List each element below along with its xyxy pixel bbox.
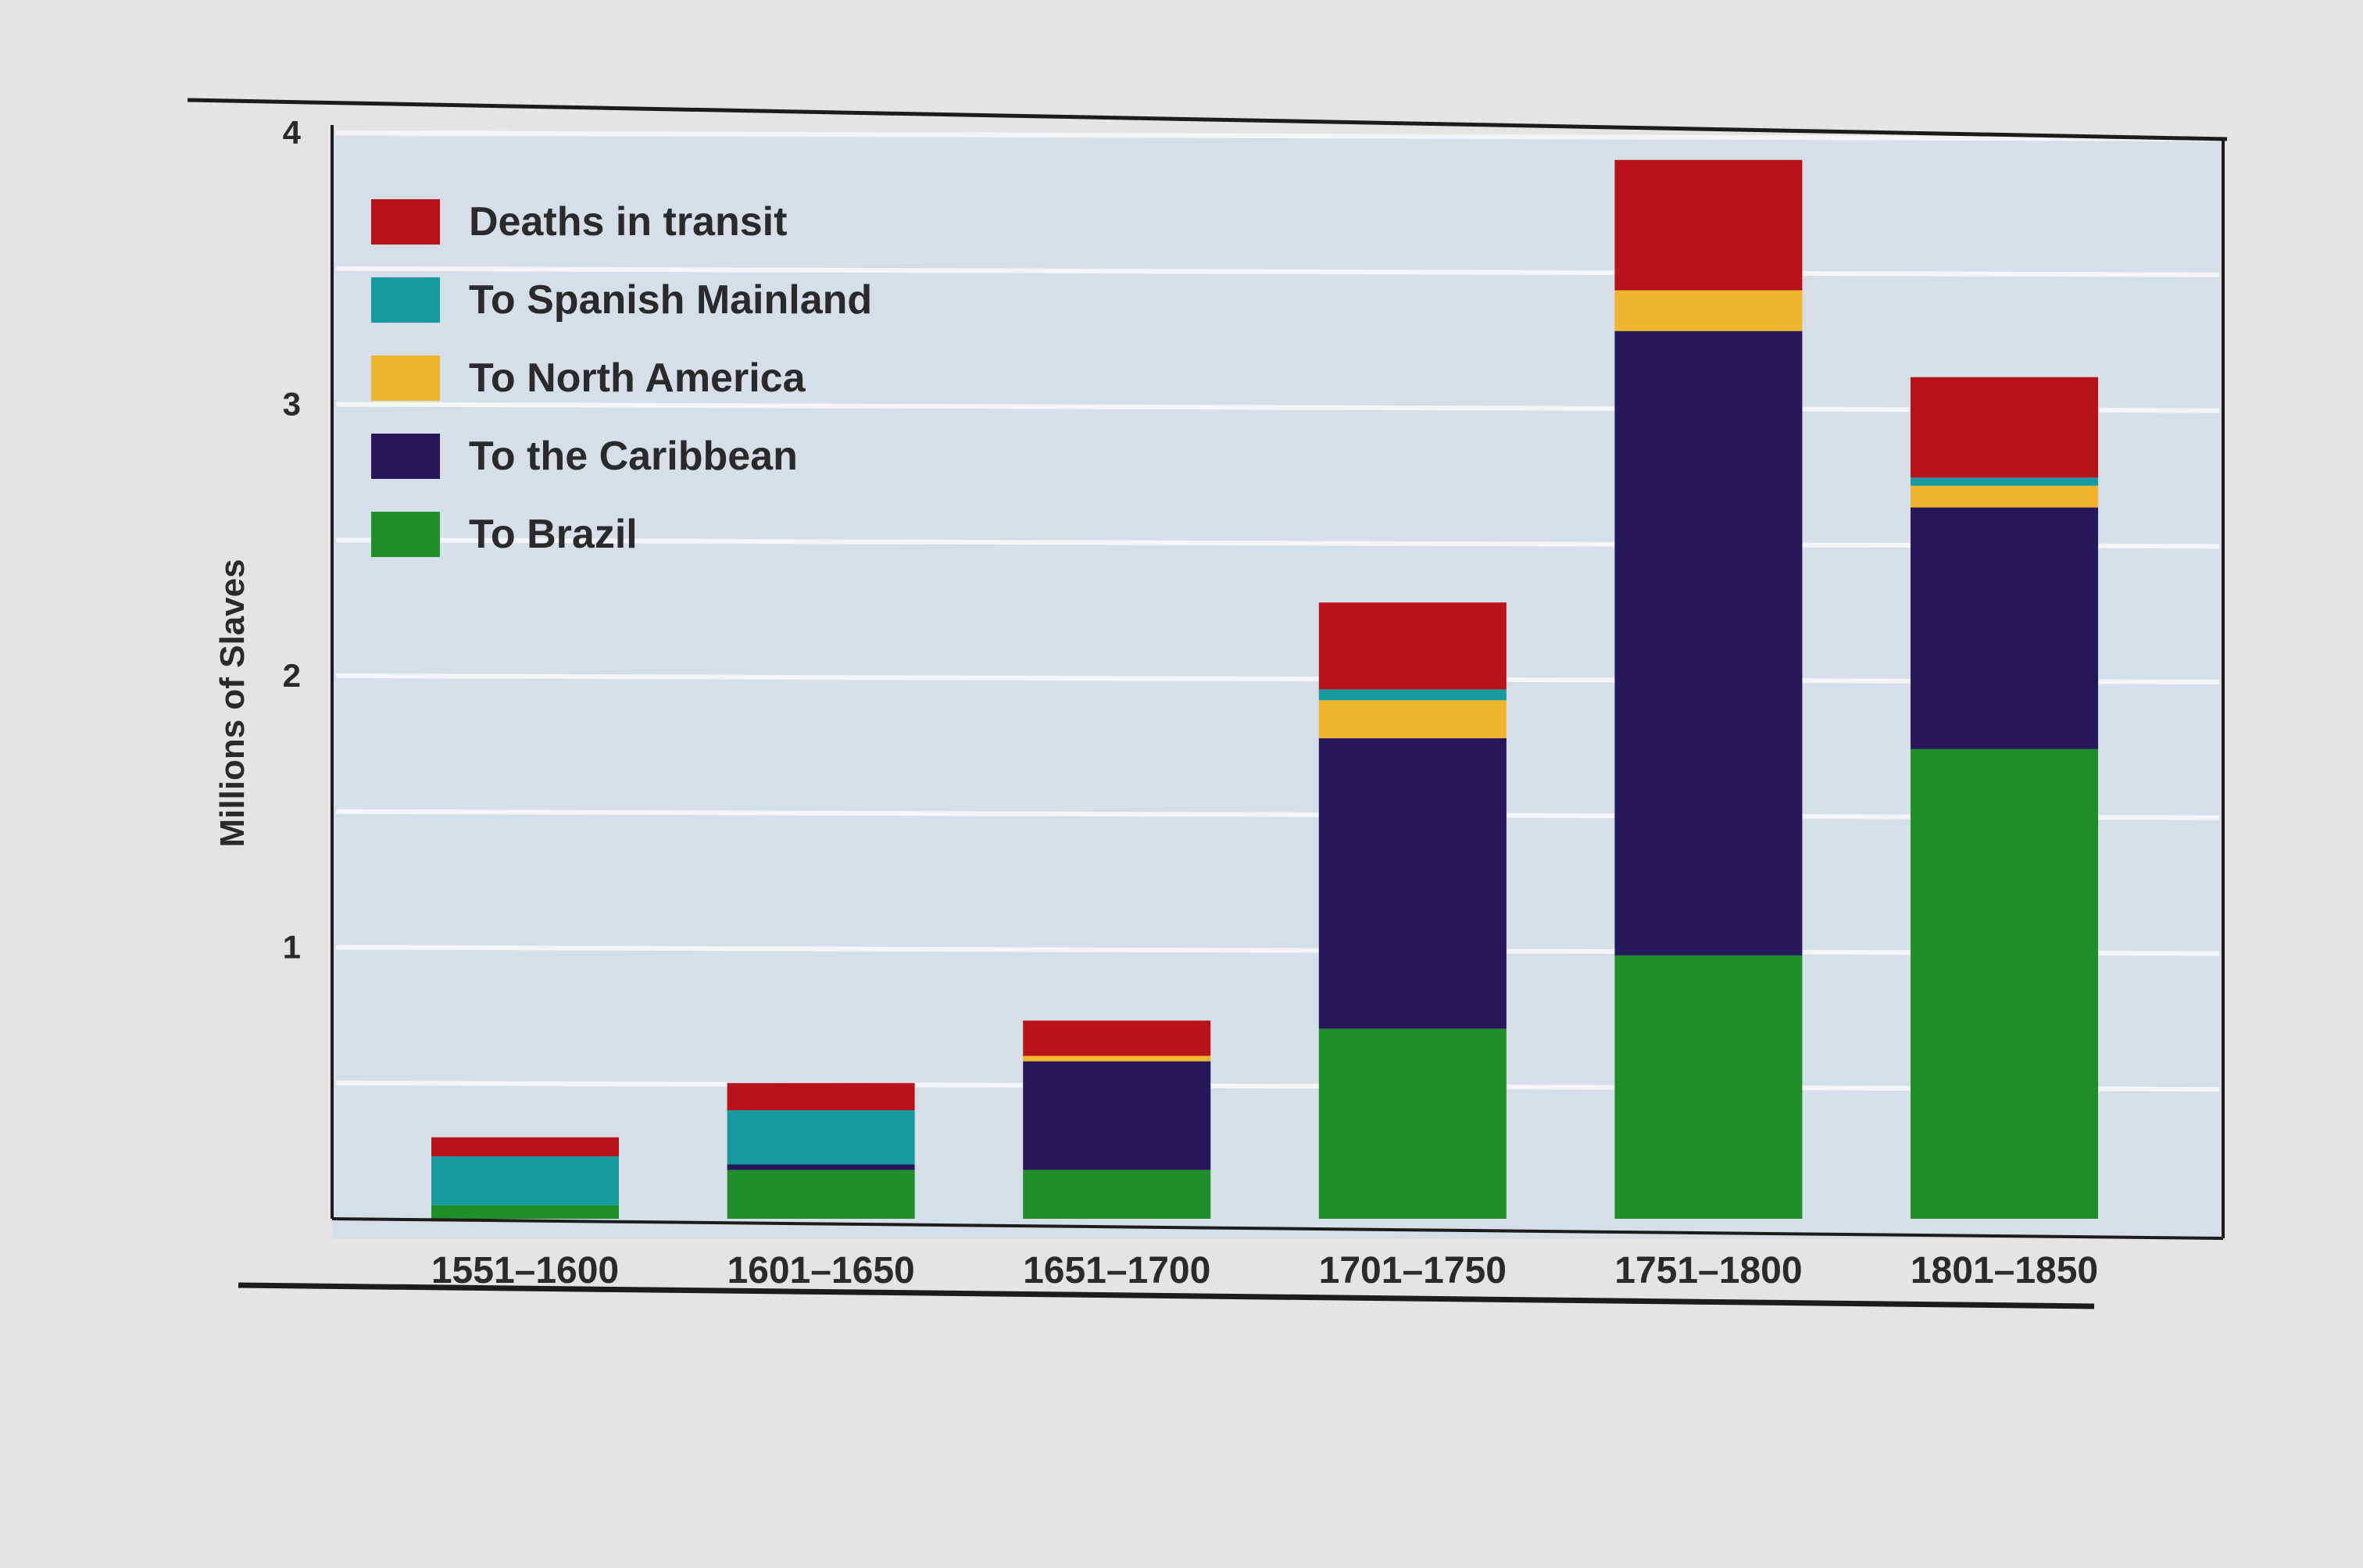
- bar-segment: [1911, 748, 2098, 1219]
- y-tick-labels: 1 2 3 4: [283, 114, 302, 966]
- gridline: [335, 266, 2220, 277]
- bars: [431, 159, 2098, 1219]
- bar-segment: [1614, 290, 1803, 331]
- y-axis-label: Millions of Slaves: [213, 559, 252, 847]
- legend-swatch: [371, 277, 440, 323]
- gridline: [335, 809, 2220, 820]
- x-axis-line: [331, 1217, 2224, 1240]
- gridlines: [335, 130, 2220, 1092]
- gridline: [335, 1080, 2220, 1092]
- bar-stack: [431, 1137, 619, 1219]
- bottom-rule: [238, 1282, 2095, 1309]
- legend-swatch: [371, 199, 440, 245]
- bar-segment: [431, 1137, 619, 1157]
- x-tick-label: 1751–1800: [1614, 1250, 1802, 1291]
- x-tick-label: 1651–1700: [1023, 1250, 1210, 1291]
- bar-segment: [727, 1083, 915, 1110]
- bar-segment: [1318, 602, 1507, 690]
- x-tick-label: 1701–1750: [1319, 1250, 1507, 1291]
- legend-label: To the Caribbean: [469, 434, 798, 479]
- bar-segment: [1023, 1020, 1211, 1056]
- legend: Deaths in transit To Spanish Mainland To N…: [371, 199, 872, 557]
- y-tick-label: 4: [283, 114, 302, 151]
- gridline: [335, 130, 2220, 141]
- bar-segment: [1911, 477, 2098, 486]
- bar-stack: [1318, 602, 1507, 1219]
- bar-stack: [1911, 377, 2098, 1219]
- bar-segment: [1318, 689, 1507, 701]
- gridline: [335, 538, 2220, 549]
- bar-segment: [1023, 1061, 1211, 1170]
- bar-segment: [1318, 700, 1507, 738]
- bar-segment: [1614, 955, 1803, 1219]
- y-tick-label: 2: [283, 657, 301, 694]
- x-tick-label: 1601–1650: [727, 1250, 914, 1291]
- bar-segment: [727, 1164, 915, 1170]
- gridline: [335, 402, 2220, 413]
- y-tick-label: 1: [283, 929, 301, 966]
- x-tick-labels: 1551–1600 1601–1650 1651–1700 1701–1750 1751…: [431, 1250, 2098, 1291]
- top-rule: [187, 98, 2228, 141]
- legend-label: To North America: [469, 355, 806, 401]
- legend-swatch: [371, 355, 440, 401]
- gridline: [335, 945, 2220, 956]
- y-tick-label: 3: [283, 386, 301, 423]
- legend-swatch: [371, 434, 440, 479]
- bar-segment: [1023, 1170, 1211, 1219]
- bar-segment: [1318, 738, 1507, 1029]
- bar-segment: [1023, 1055, 1211, 1062]
- bar-segment: [727, 1110, 915, 1165]
- bar-stack: [727, 1083, 915, 1219]
- x-tick-label: 1801–1850: [1911, 1250, 2098, 1291]
- bar-segment: [1614, 330, 1803, 955]
- bar-segment: [431, 1156, 619, 1205]
- bar-stack: [1023, 1020, 1211, 1219]
- legend-swatch: [371, 512, 440, 557]
- bar-segment: [727, 1170, 915, 1219]
- legend-label: To Spanish Mainland: [469, 277, 872, 323]
- bar-stack: [1614, 159, 1803, 1219]
- gridline: [335, 673, 2220, 684]
- bar-segment: [1318, 1028, 1507, 1219]
- legend-label: Deaths in transit: [469, 199, 787, 245]
- bar-segment: [1911, 485, 2098, 508]
- bar-segment: [431, 1205, 619, 1219]
- bar-segment: [1911, 377, 2098, 478]
- x-tick-label: 1551–1600: [431, 1250, 619, 1291]
- bar-segment: [1614, 159, 1803, 291]
- bar-segment: [1911, 507, 2098, 749]
- plot-background: [332, 137, 2223, 1238]
- legend-label: To Brazil: [469, 512, 638, 557]
